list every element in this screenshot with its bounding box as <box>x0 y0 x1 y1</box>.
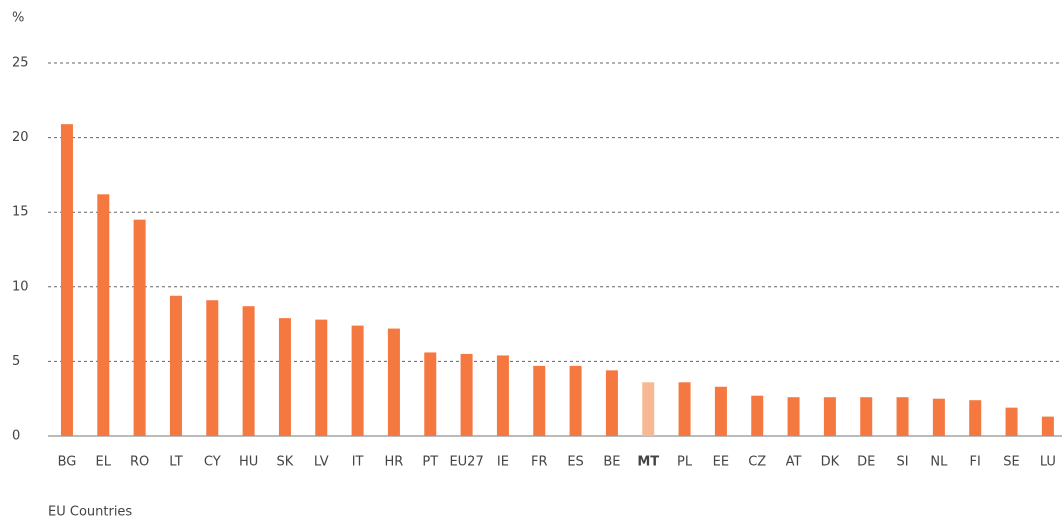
x-tick-label: EU27 <box>449 455 483 470</box>
x-tick-label: RO <box>130 455 149 470</box>
x-tick-label: SK <box>277 455 294 470</box>
x-tick-label: AT <box>786 455 802 470</box>
x-tick-label: CZ <box>748 455 766 470</box>
bar <box>533 365 546 436</box>
y-tick-label: 5 <box>12 354 20 369</box>
y-tick-label: 20 <box>12 130 29 145</box>
x-tick-label: DK <box>821 455 840 470</box>
bar <box>823 397 836 436</box>
y-tick-label: 15 <box>12 205 29 220</box>
x-tick-label: EL <box>96 455 112 470</box>
bar <box>787 397 800 436</box>
bar <box>242 306 255 436</box>
bar <box>932 398 945 436</box>
x-tick-label: IE <box>497 455 509 470</box>
bar <box>133 219 146 436</box>
bar <box>169 295 182 436</box>
x-tick-label: PL <box>677 455 693 470</box>
y-unit: % <box>12 11 24 26</box>
x-tick-label: IT <box>352 455 364 470</box>
bar <box>387 328 400 436</box>
bar <box>315 319 328 436</box>
bar <box>278 318 291 436</box>
x-tick-label: EE <box>713 455 729 470</box>
bar <box>496 355 509 436</box>
bar <box>642 382 655 436</box>
x-tick-label: LT <box>169 455 182 470</box>
x-tick-label: ES <box>567 455 583 470</box>
x-tick-label: PT <box>422 455 438 470</box>
x-tick-label: FR <box>531 455 548 470</box>
x-tick-label: MT <box>637 455 659 470</box>
y-tick-label: 10 <box>12 279 29 294</box>
bar <box>969 400 982 436</box>
x-tick-label: SE <box>1003 455 1019 470</box>
x-tick-label: SI <box>897 455 909 470</box>
bar <box>97 194 110 436</box>
x-tick-label: CY <box>204 455 221 470</box>
x-axis-label: EU Countries <box>48 505 132 520</box>
y-tick-label: 25 <box>12 56 29 71</box>
x-tick-label: LV <box>314 455 329 470</box>
bar <box>424 352 437 436</box>
bar <box>206 300 219 436</box>
x-tick-label: BG <box>58 455 77 470</box>
bar <box>1005 407 1018 436</box>
bar <box>714 386 727 436</box>
x-tick-label: DE <box>857 455 875 470</box>
bar <box>896 397 909 436</box>
y-tick-label: 0 <box>12 429 20 444</box>
x-tick-label: NL <box>930 455 948 470</box>
bar <box>1041 416 1054 436</box>
bar <box>569 365 582 436</box>
x-tick-label: HU <box>239 455 258 470</box>
bar <box>460 353 473 436</box>
bar <box>351 325 364 436</box>
x-tick-label: FI <box>970 455 981 470</box>
bar <box>678 382 691 436</box>
bar <box>860 397 873 436</box>
bar <box>60 124 73 436</box>
x-tick-label: BE <box>603 455 620 470</box>
bar <box>751 395 764 436</box>
x-tick-label: LU <box>1040 455 1056 470</box>
x-tick-label: HR <box>385 455 404 470</box>
bar <box>605 370 618 436</box>
